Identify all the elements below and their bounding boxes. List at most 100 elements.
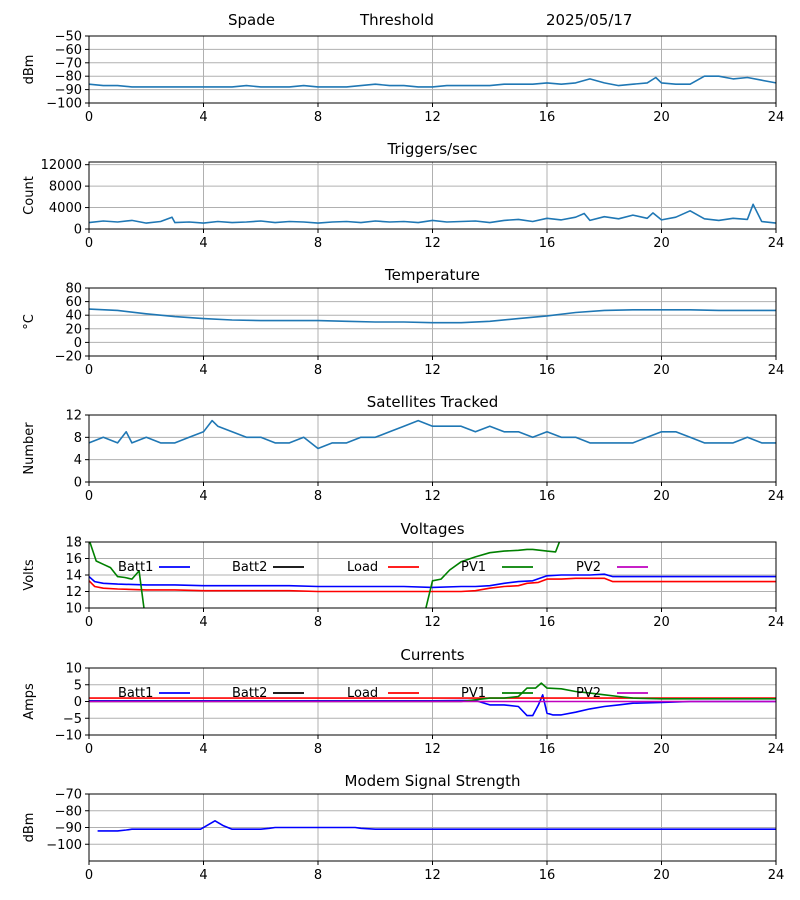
y-tick-label: 40 bbox=[65, 309, 82, 324]
chart-panel-6: 0 4 8 12 16 20 24 −100 −90 −80−70 Modem Signal Str… bbox=[22, 772, 784, 883]
x-tick-label: 12 bbox=[424, 489, 441, 504]
x-tick-label: 16 bbox=[539, 615, 556, 630]
y-tick-label: −90 bbox=[55, 821, 82, 836]
chart-title: Temperature bbox=[384, 266, 480, 284]
y-tick-label: 60 bbox=[65, 295, 82, 310]
legend-label-batt1: Batt1 bbox=[118, 560, 153, 575]
y-axis-label: dBm bbox=[22, 55, 37, 85]
x-tick-label: 8 bbox=[314, 868, 322, 883]
series-line-load bbox=[89, 577, 776, 593]
legend-label-batt2: Batt2 bbox=[232, 560, 267, 575]
y-axis-label: Volts bbox=[22, 559, 37, 591]
x-tick-label: 24 bbox=[768, 868, 785, 883]
x-tick-label: 4 bbox=[199, 868, 207, 883]
x-tick-label: 20 bbox=[653, 363, 670, 378]
y-tick-label: 12000 bbox=[41, 158, 82, 173]
chart-title: Modem Signal Strength bbox=[345, 772, 521, 790]
series-line-0 bbox=[89, 75, 776, 88]
legend-label-pv1: PV1 bbox=[461, 560, 486, 575]
x-tick-label: 8 bbox=[314, 236, 322, 251]
x-tick-label: 24 bbox=[768, 236, 785, 251]
legend-label-pv2: PV2 bbox=[576, 560, 601, 575]
y-tick-label: 8 bbox=[74, 431, 82, 446]
y-tick-label: −60 bbox=[55, 43, 82, 58]
series-line-0 bbox=[97, 819, 776, 832]
y-tick-label: −80 bbox=[55, 804, 82, 819]
x-tick-label: 8 bbox=[314, 489, 322, 504]
x-tick-label: 0 bbox=[85, 742, 93, 757]
y-tick-label: −80 bbox=[55, 70, 82, 85]
series-line-0 bbox=[89, 203, 776, 224]
y-tick-label: 16 bbox=[65, 552, 82, 567]
y-tick-label: −5 bbox=[63, 712, 82, 727]
y-tick-label: 0 bbox=[74, 223, 82, 238]
x-tick-label: 12 bbox=[424, 110, 441, 125]
legend-label-load: Load bbox=[347, 560, 378, 575]
y-tick-label: 0 bbox=[74, 476, 82, 491]
x-tick-label: 0 bbox=[85, 868, 93, 883]
x-tick-label: 0 bbox=[85, 615, 93, 630]
chart-panel-3: 0 4 8 12 16 20 24 0 4 8 12 Satellites Tracked Number bbox=[22, 393, 784, 504]
chart-panel-1: 0 4 8 12 16 20 24 0 4000 8000 12000 Triggers/sec Cou… bbox=[22, 140, 784, 251]
x-tick-label: 20 bbox=[653, 742, 670, 757]
x-tick-label: 16 bbox=[539, 363, 556, 378]
x-tick-label: 4 bbox=[199, 615, 207, 630]
x-tick-label: 0 bbox=[85, 489, 93, 504]
y-tick-label: 14 bbox=[65, 569, 82, 584]
legend-label-pv2: PV2 bbox=[576, 686, 601, 701]
series-line-0 bbox=[89, 308, 776, 324]
legend-label-batt1: Batt1 bbox=[118, 686, 153, 701]
x-tick-label: 8 bbox=[314, 742, 322, 757]
x-tick-label: 24 bbox=[768, 363, 785, 378]
x-tick-label: 24 bbox=[768, 489, 785, 504]
x-tick-label: 4 bbox=[199, 236, 207, 251]
y-tick-label: −50 bbox=[55, 30, 82, 45]
y-tick-label: −100 bbox=[46, 838, 82, 853]
x-tick-label: 20 bbox=[653, 236, 670, 251]
x-tick-label: 24 bbox=[768, 110, 785, 125]
x-tick-label: 0 bbox=[85, 110, 93, 125]
series-line-pv1 bbox=[89, 682, 776, 703]
x-tick-label: 4 bbox=[199, 489, 207, 504]
y-tick-label: −10 bbox=[55, 729, 82, 744]
x-tick-label: 12 bbox=[424, 868, 441, 883]
series-line-pv1 bbox=[89, 542, 561, 608]
y-tick-label: 12 bbox=[65, 585, 82, 600]
x-tick-label: 4 bbox=[199, 363, 207, 378]
y-tick-label: −70 bbox=[55, 788, 82, 803]
y-tick-label: 0 bbox=[74, 336, 82, 351]
x-tick-label: 4 bbox=[199, 110, 207, 125]
y-axis-label: Amps bbox=[22, 683, 37, 720]
x-tick-label: 16 bbox=[539, 742, 556, 757]
legend-label-batt2: Batt2 bbox=[232, 686, 267, 701]
y-tick-label: 4000 bbox=[49, 201, 82, 216]
chart-title: Triggers/sec bbox=[387, 140, 478, 158]
x-tick-label: 8 bbox=[314, 615, 322, 630]
x-tick-label: 16 bbox=[539, 236, 556, 251]
y-tick-label: 0 bbox=[74, 695, 82, 710]
y-tick-label: −90 bbox=[55, 83, 82, 98]
y-axis-label: °C bbox=[22, 314, 37, 330]
x-tick-label: 12 bbox=[424, 363, 441, 378]
x-tick-label: 16 bbox=[539, 489, 556, 504]
chart-title: Voltages bbox=[400, 520, 464, 538]
y-tick-label: 5 bbox=[74, 678, 82, 693]
y-tick-label: −70 bbox=[55, 56, 82, 71]
y-tick-label: 12 bbox=[65, 409, 82, 424]
x-tick-label: 12 bbox=[424, 236, 441, 251]
x-tick-label: 8 bbox=[314, 363, 322, 378]
date-label: 2025/05/17 bbox=[546, 11, 633, 29]
mode-label: Threshold bbox=[360, 11, 434, 29]
y-axis-label: Count bbox=[22, 176, 37, 215]
x-tick-label: 24 bbox=[768, 615, 785, 630]
y-tick-label: 4 bbox=[74, 453, 82, 468]
station-name: Spade bbox=[228, 11, 275, 29]
legend-label-pv1: PV1 bbox=[461, 686, 486, 701]
series-line-0 bbox=[89, 419, 776, 450]
y-axis-label: dBm bbox=[22, 813, 37, 843]
x-tick-label: 0 bbox=[85, 363, 93, 378]
